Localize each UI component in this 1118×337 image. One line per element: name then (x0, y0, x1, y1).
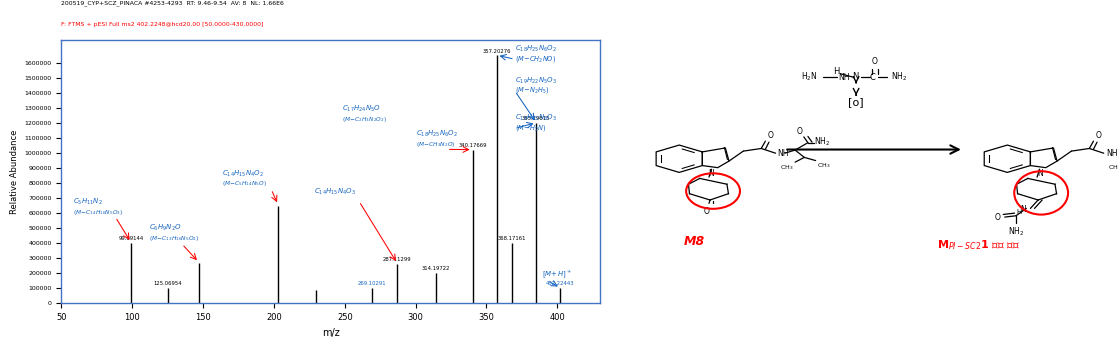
Text: M$_{PI-SC2}$1 예상 구조: M$_{PI-SC2}$1 예상 구조 (938, 239, 1021, 252)
Text: N: N (1036, 169, 1042, 178)
Text: O: O (995, 213, 1001, 222)
Text: N: N (1021, 206, 1026, 214)
Text: [o]: [o] (849, 97, 864, 107)
Text: N: N (852, 72, 859, 81)
X-axis label: m/z: m/z (322, 328, 340, 337)
Text: $C_{18}H_{25}N_6O_2$: $C_{18}H_{25}N_6O_2$ (514, 44, 557, 54)
Text: $(M\!-\!C_2H_3N_2O_2)$: $(M\!-\!C_2H_3N_2O_2)$ (342, 115, 387, 124)
Text: $[M\!+\!H]^+$: $[M\!+\!H]^+$ (542, 268, 571, 280)
Text: $C_{18}H_{25}N_6O_2$: $C_{18}H_{25}N_6O_2$ (416, 129, 457, 139)
Text: $(M\!-\!CH_2NO)$: $(M\!-\!CH_2NO)$ (514, 54, 556, 64)
Text: NH: NH (1106, 149, 1117, 158)
Text: F: FTMS + pESI Full ms2 402.2248@hcd20.00 [50.0000-430.0000]: F: FTMS + pESI Full ms2 402.2248@hcd20.0… (61, 22, 264, 27)
Text: $C_{19}H_{25}N_6O_3$: $C_{19}H_{25}N_6O_3$ (514, 113, 557, 123)
Text: $C_6H_9N_2O$: $C_6H_9N_2O$ (150, 223, 182, 234)
Text: NH$_2$: NH$_2$ (814, 136, 831, 148)
Text: O: O (872, 57, 878, 66)
Text: $(M\!-\!C_{14}H_{16}N_5O_3)$: $(M\!-\!C_{14}H_{16}N_5O_3)$ (73, 208, 123, 217)
Text: CH$_3$: CH$_3$ (1108, 163, 1118, 172)
Text: NH$_2$: NH$_2$ (891, 71, 907, 84)
Text: NH: NH (838, 73, 850, 82)
Text: $(M\!-\!N_2H_5)$: $(M\!-\!N_2H_5)$ (514, 85, 549, 95)
Text: 402.22443: 402.22443 (547, 281, 575, 286)
Text: NH$_2$: NH$_2$ (1008, 225, 1024, 238)
Text: O: O (703, 207, 709, 216)
Text: NH: NH (778, 149, 789, 158)
Text: $C_{17}H_{24}N_5O$: $C_{17}H_{24}N_5O$ (342, 104, 381, 114)
Y-axis label: Relative Abundance: Relative Abundance (10, 130, 19, 214)
Text: M8: M8 (684, 235, 705, 248)
Text: O: O (768, 131, 774, 140)
Text: 385.19815: 385.19815 (522, 116, 550, 121)
Text: N: N (709, 169, 714, 178)
Text: O: O (1096, 131, 1102, 140)
Text: $C_5H_{11}N_2$: $C_5H_{11}N_2$ (73, 197, 103, 207)
Text: 99.09144: 99.09144 (119, 237, 143, 241)
Text: $(M\!-\!C_{13}H_{16}N_5O_2)$: $(M\!-\!C_{13}H_{16}N_5O_2)$ (150, 234, 200, 243)
Text: 125.06954: 125.06954 (153, 281, 182, 286)
Text: 269.10291: 269.10291 (358, 281, 386, 286)
Text: 368.17161: 368.17161 (498, 236, 527, 241)
Text: 340.17669: 340.17669 (458, 143, 486, 148)
Text: $C_{14}H_{15}N_4O_2$: $C_{14}H_{15}N_4O_2$ (221, 168, 263, 179)
Text: H$_2$N: H$_2$N (802, 71, 817, 84)
Text: 200519_CYP+SCZ_PINACA #4253-4293  RT: 9.46-9.54  AV: 8  NL: 1.66E6: 200519_CYP+SCZ_PINACA #4253-4293 RT: 9.4… (61, 1, 284, 6)
Text: CH$_3$: CH$_3$ (779, 163, 793, 172)
Text: 357.20276: 357.20276 (482, 49, 511, 54)
Text: $(M\!-\!H_2N)$: $(M\!-\!H_2N)$ (514, 123, 547, 133)
Text: H: H (833, 67, 840, 76)
Text: H: H (1016, 209, 1021, 215)
Text: $C_{19}H_{22}N_5O_3$: $C_{19}H_{22}N_5O_3$ (514, 75, 557, 86)
Text: C: C (870, 73, 875, 82)
Text: $(M\!-\!C_5H_{14}N_5O)$: $(M\!-\!C_5H_{14}N_5O)$ (221, 179, 266, 188)
Text: $C_{14}H_{15}N_4O_3$: $C_{14}H_{15}N_4O_3$ (314, 186, 356, 197)
Text: O: O (797, 127, 803, 135)
Text: 314.19722: 314.19722 (421, 267, 449, 272)
Text: CH$_3$: CH$_3$ (817, 161, 831, 170)
Text: 287.11299: 287.11299 (383, 257, 411, 263)
Text: $(M\!-\!CH_3N_2O)$: $(M\!-\!CH_3N_2O)$ (416, 140, 455, 149)
